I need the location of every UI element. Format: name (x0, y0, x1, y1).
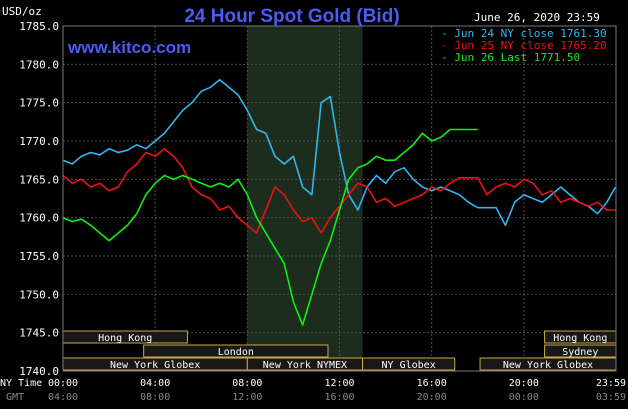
market-label: Sydney (562, 347, 598, 358)
y-axis-label: USD/oz (2, 5, 42, 18)
y-tick-label: 1780.0 (19, 58, 59, 71)
y-tick-label: 1745.0 (19, 327, 59, 340)
market-label: New York NYMEX (263, 360, 347, 371)
date-label: June 26, 2020 23:59 (474, 11, 600, 24)
x-tick-label-gmt: 04:00 (48, 392, 78, 403)
x-tick-label-ny: 08:00 (232, 378, 262, 389)
legend-entry-jun25: - Jun 25 NY close 1765.20 (441, 39, 607, 52)
x-tick-label-ny: 20:00 (509, 378, 539, 389)
market-label: Hong Kong (553, 333, 607, 344)
market-label: NY Globex (382, 360, 436, 371)
x-tick-label-ny: 16:00 (417, 378, 447, 389)
market-bar (143, 344, 329, 358)
market-label: Hong Kong (98, 333, 152, 344)
series-line-jun24 (62, 78, 617, 227)
series-line-jun25 (62, 147, 616, 234)
x-tick-label-gmt: 00:00 (509, 392, 539, 403)
x-tick-label-gmt: 08:00 (140, 392, 170, 403)
x-tick-label-gmt: 03:59 (596, 392, 626, 403)
plot-frame (62, 25, 617, 372)
y-tick-label: 1740.0 (19, 365, 59, 378)
market-bar (362, 357, 456, 371)
chart-title: 24 Hour Spot Gold (Bid) (184, 6, 399, 27)
legend-entry-jun26: - Jun 26 Last 1771.50 (441, 51, 580, 64)
x-tick-label-gmt: 20:00 (417, 392, 447, 403)
y-tick-label: 1760.0 (19, 212, 59, 225)
series-line-jun26 (62, 128, 478, 326)
market-label: New York Globex (110, 360, 200, 371)
y-tick-label: 1755.0 (19, 250, 59, 263)
x-tick-label-ny: 04:00 (140, 378, 170, 389)
y-tick-label: 1785.0 (19, 20, 59, 33)
y-tick-label: 1770.0 (19, 135, 59, 148)
x-tick-label-ny: 00:00 (48, 378, 78, 389)
market-label: New York Globex (503, 360, 593, 371)
y-tick-label: 1765.0 (19, 173, 59, 186)
x-tick-label-ny: 12:00 (324, 378, 354, 389)
x-tick-label-ny: 23:59 (596, 378, 626, 389)
x-tick-label-gmt: 16:00 (324, 392, 354, 403)
market-label: London (218, 347, 254, 358)
x-tick-label-gmt: 12:00 (232, 392, 262, 403)
y-tick-label: 1775.0 (19, 97, 59, 110)
legend-entry-jun24: - Jun 24 NY close 1761.30 (441, 27, 607, 40)
gmt-label: GMT (6, 392, 24, 403)
y-tick-label: 1750.0 (19, 288, 59, 301)
watermark: www.kitco.com (67, 38, 191, 57)
ny-time-label: NY Time (0, 378, 42, 389)
